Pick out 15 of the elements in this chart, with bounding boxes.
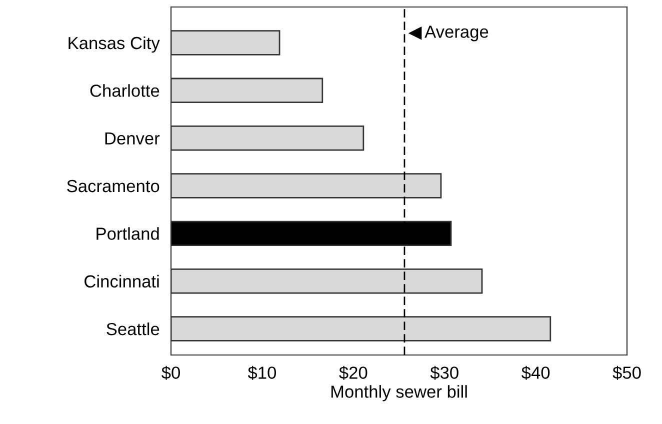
- x-axis-title: Monthly sewer bill: [331, 385, 467, 402]
- x-tick-label: $40: [522, 366, 550, 380]
- ref-line-label: Average: [424, 26, 488, 42]
- y-tick-label: Denver: [105, 132, 160, 145]
- x-tick-label: $0: [162, 366, 180, 380]
- y-tick-label: Cincinnati: [84, 274, 159, 288]
- y-tick-label: Kansas City: [68, 36, 160, 53]
- x-tick-label: $20: [339, 366, 368, 380]
- y-tick-label: Portland: [96, 227, 159, 240]
- y-tick-label: Seattle: [106, 322, 160, 336]
- x-tick-label: $10: [248, 366, 276, 380]
- x-tick-label: $30: [430, 366, 458, 380]
- y-tick-label: Charlotte: [90, 84, 160, 97]
- y-tick-label: Sacramento: [67, 180, 160, 192]
- x-tick-label: $50: [612, 366, 641, 380]
